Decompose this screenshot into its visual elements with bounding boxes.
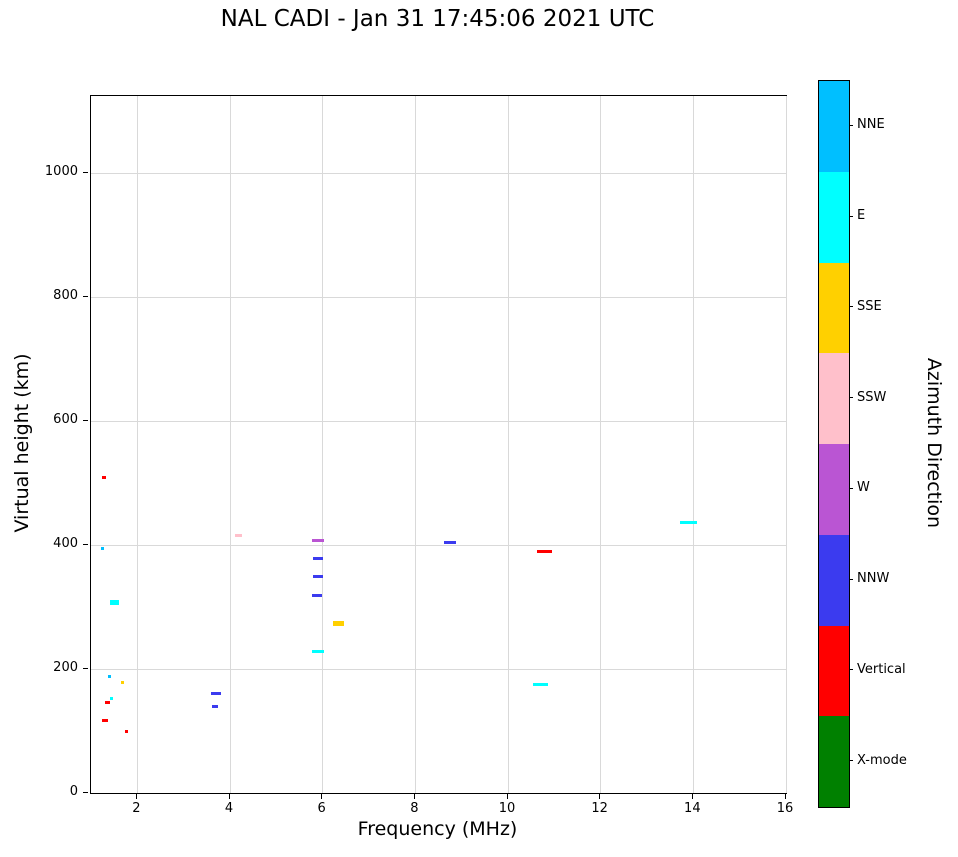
colorbar-segment-nnw [819,534,849,626]
y-tick-label: 600 [53,412,78,428]
data-point [443,540,457,544]
data-point [101,719,108,722]
colorbar-tick-label: NNW [857,571,890,587]
data-point [109,600,119,606]
data-point [100,546,105,550]
data-point [104,701,110,705]
colorbar-tick-label: X-mode [857,752,907,768]
x-tick-label: 14 [684,801,701,816]
x-tick [506,794,508,799]
colorbar-tick-label: NNE [857,117,885,133]
x-tick-label: 2 [132,801,141,816]
y-tick [83,667,88,669]
colorbar-tick-label: SSW [857,389,887,405]
x-gridline [136,96,138,793]
data-point [312,650,325,654]
x-tick [321,794,323,799]
data-point [313,557,323,561]
y-tick [83,791,88,793]
y-tick [83,543,88,545]
colorbar-tick-label: E [857,208,866,224]
x-axis-label: Frequency (MHz) [357,818,518,840]
x-gridline [322,96,324,793]
grid-layer [91,96,787,793]
colorbar-tick-label: SSE [857,298,882,314]
colorbar-label: Azimuth Direction [923,357,945,529]
x-tick [599,794,601,799]
chart-title: NAL CADI - Jan 31 17:45:06 2021 UTC [220,6,655,32]
x-gridline [692,96,694,793]
x-tick-label: 4 [224,801,234,816]
y-gridline [91,544,786,546]
data-point [313,574,323,578]
data-point [679,520,698,524]
data-point [333,621,345,627]
colorbar-segment-w [819,444,849,535]
y-tick-label: 1000 [44,164,78,180]
y-tick-label: 800 [53,288,78,304]
y-gridline [91,668,786,670]
x-gridline [229,96,231,793]
y-gridline [91,420,786,422]
y-tick-label: 200 [53,660,78,676]
y-axis-label: Virtual height (km) [11,353,33,533]
data-point [234,534,243,538]
colorbar-segment-nne [819,81,849,172]
y-gridline [91,172,786,174]
x-gridline [785,96,787,793]
data-point [312,538,324,542]
points-layer [91,96,786,793]
y-tick-label: 400 [53,536,78,552]
data-point [536,549,552,553]
colorbar [818,80,850,808]
colorbar-segment-ssw [819,353,849,444]
y-tick [83,171,88,173]
data-point [212,704,219,708]
x-gridline [507,96,509,793]
x-gridline [600,96,602,793]
colorbar-tick-label: Vertical [857,661,906,677]
data-point [211,692,221,696]
data-point [312,594,322,598]
x-tick-label: 12 [591,801,608,816]
data-point [532,683,549,687]
x-tick [135,794,137,799]
y-tick [83,295,88,297]
plot-area [90,95,787,794]
y-gridline [91,296,786,298]
x-tick [784,794,786,799]
x-tick-label: 8 [410,801,419,816]
colorbar-segment-x-mode [819,716,849,807]
data-point [107,675,112,679]
data-point [102,475,106,479]
colorbar-segment-e [819,171,849,263]
x-tick-label: 6 [317,801,326,816]
x-tick [228,794,230,799]
x-tick [413,794,415,799]
x-tick-label: 16 [776,801,794,816]
data-point [120,681,125,685]
y-tick-label: 0 [69,784,78,799]
colorbar-segment-vertical [819,625,849,717]
x-tick [691,794,693,799]
data-point [124,730,128,734]
x-tick-label: 10 [498,801,516,816]
data-point [110,696,114,700]
x-gridline [414,96,416,793]
y-tick [83,419,88,421]
colorbar-tick-label: W [857,480,870,496]
colorbar-segment-sse [819,262,849,354]
